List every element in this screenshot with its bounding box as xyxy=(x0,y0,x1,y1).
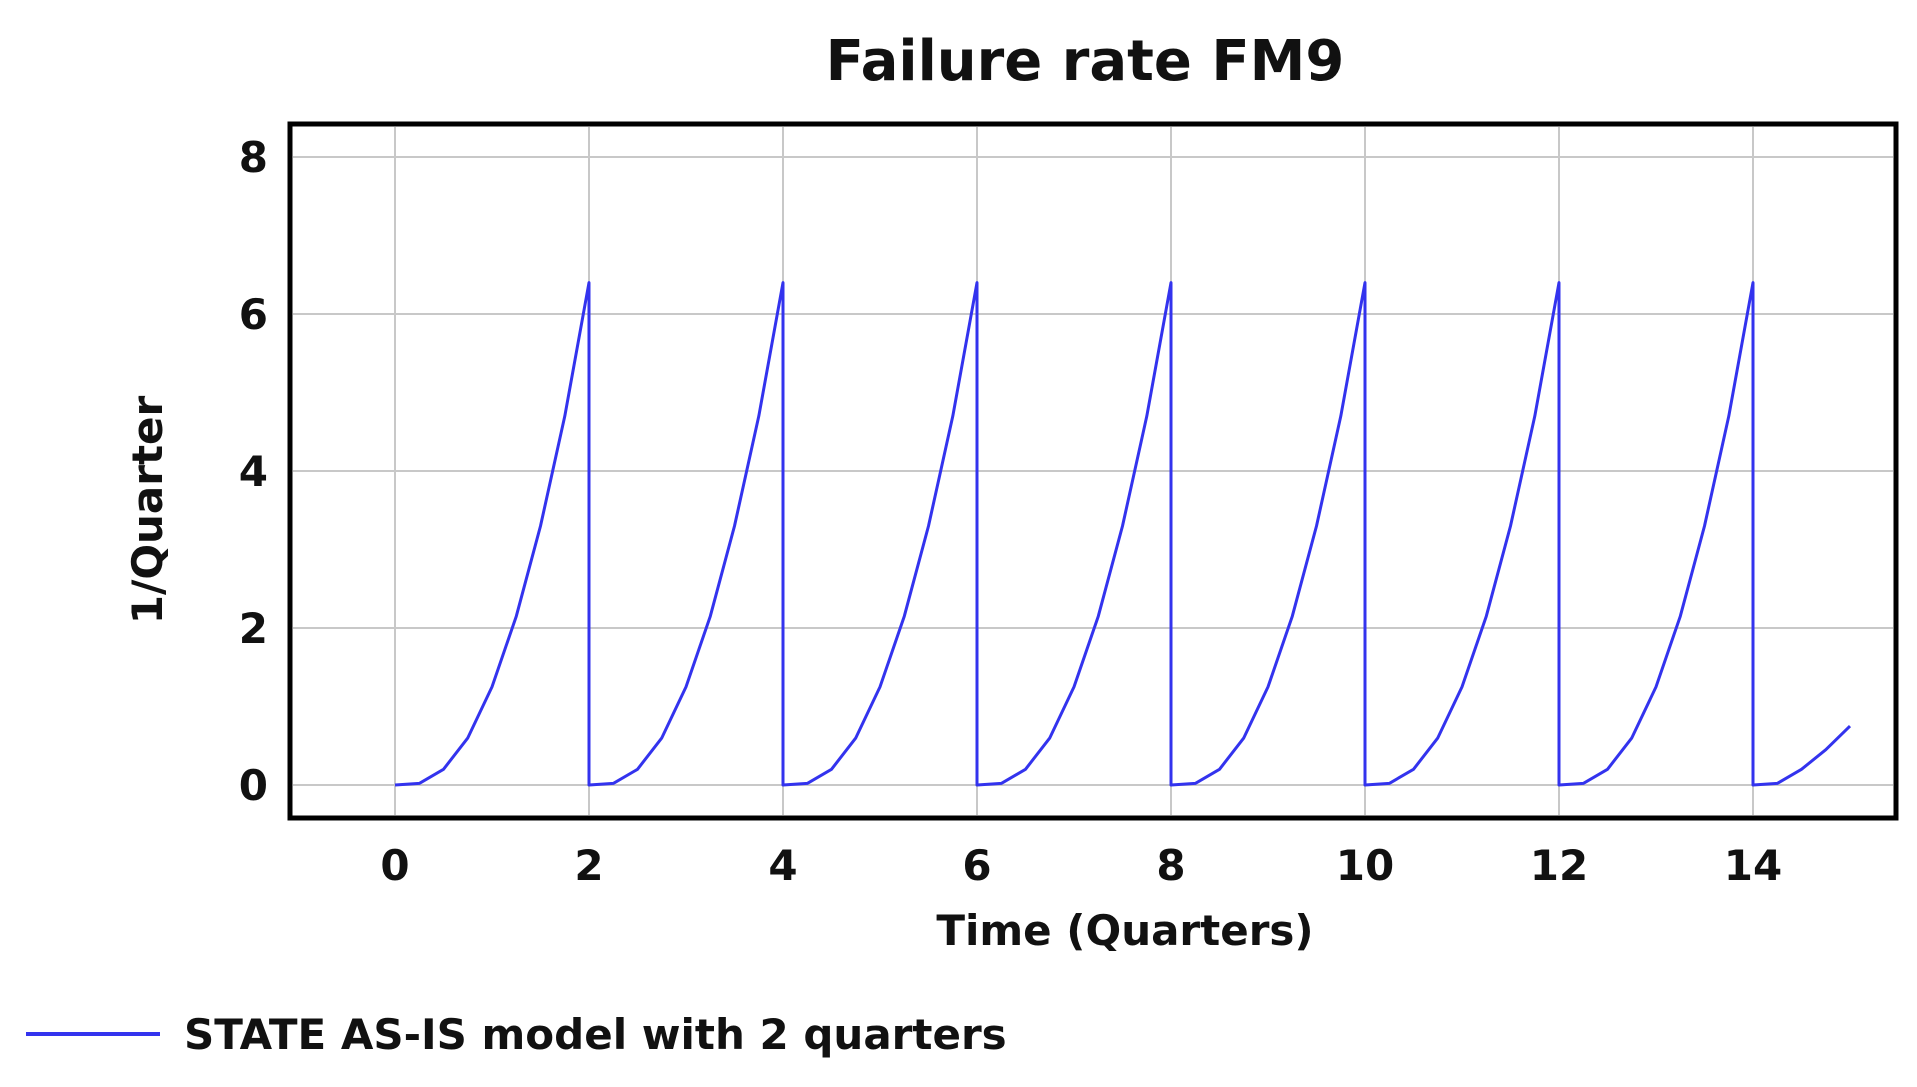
legend-label: STATE AS-IS model with 2 quarters xyxy=(184,1010,1007,1059)
y-tick-label: 2 xyxy=(239,604,268,653)
x-tick-label: 12 xyxy=(1530,841,1588,890)
legend: STATE AS-IS model with 2 quarters xyxy=(26,1010,1007,1059)
x-axis-label: Time (Quarters) xyxy=(936,906,1313,955)
y-axis-ticks: 0 2 4 6 8 xyxy=(239,133,268,810)
x-tick-label: 6 xyxy=(962,841,991,890)
x-tick-label: 4 xyxy=(768,841,797,890)
y-tick-label: 8 xyxy=(239,133,268,182)
y-axis-label: 1/Quarter xyxy=(123,395,172,624)
x-tick-label: 0 xyxy=(380,841,409,890)
plot-frame xyxy=(287,121,1899,821)
series-layer xyxy=(394,281,1852,787)
y-tick-label: 4 xyxy=(239,447,268,496)
x-tick-label: 14 xyxy=(1724,841,1782,890)
chart-title: Failure rate FM9 xyxy=(826,29,1345,94)
grid xyxy=(293,127,1893,815)
x-tick-label: 2 xyxy=(574,841,603,890)
x-tick-label: 8 xyxy=(1156,841,1185,890)
series-line xyxy=(394,281,1852,787)
x-axis-ticks: 0 2 4 6 8 10 12 14 xyxy=(380,841,1782,890)
x-tick-label: 10 xyxy=(1336,841,1394,890)
y-tick-label: 0 xyxy=(239,761,268,810)
y-tick-label: 6 xyxy=(239,290,268,339)
